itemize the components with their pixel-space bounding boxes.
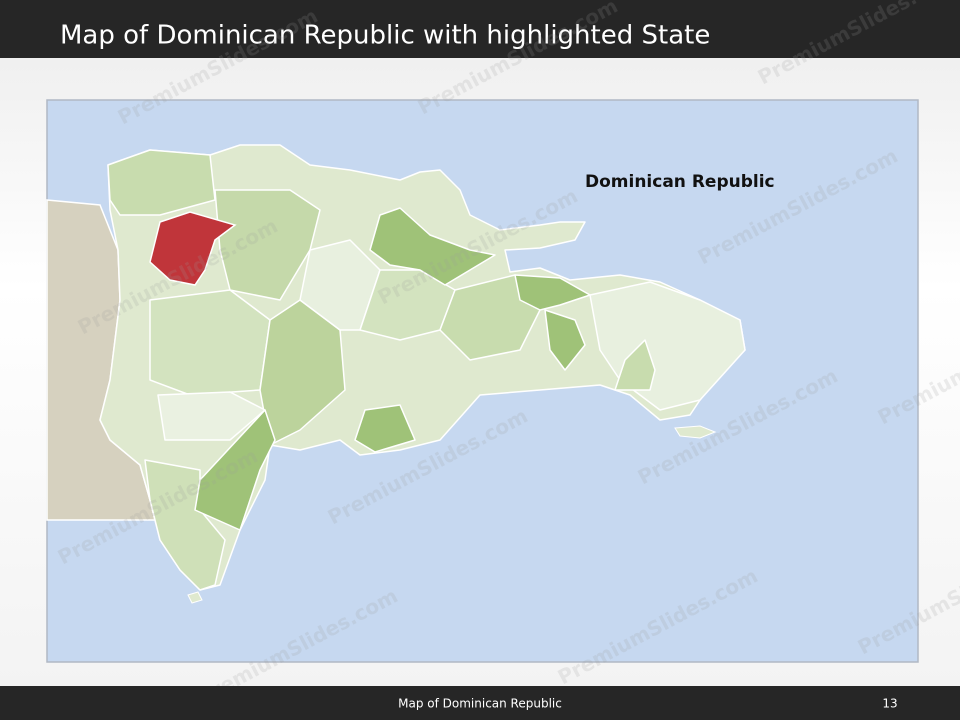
island — [674, 425, 717, 439]
province — [107, 149, 216, 216]
title-bar — [0, 0, 960, 58]
highlighted-province — [149, 211, 237, 286]
province — [354, 404, 416, 453]
footer-text: Map of Dominican Republic — [398, 697, 562, 711]
province — [614, 339, 656, 391]
province — [214, 189, 321, 301]
slide-title: Map of Dominican Republic with highlight… — [60, 21, 710, 51]
province — [194, 409, 276, 531]
map-label: Dominican Republic — [585, 172, 775, 192]
province — [369, 207, 496, 286]
province — [157, 391, 266, 441]
island — [187, 591, 203, 604]
province — [149, 289, 271, 396]
province — [544, 309, 586, 371]
province — [514, 274, 591, 311]
page-number: 13 — [882, 697, 897, 711]
footer-bar — [0, 686, 960, 720]
